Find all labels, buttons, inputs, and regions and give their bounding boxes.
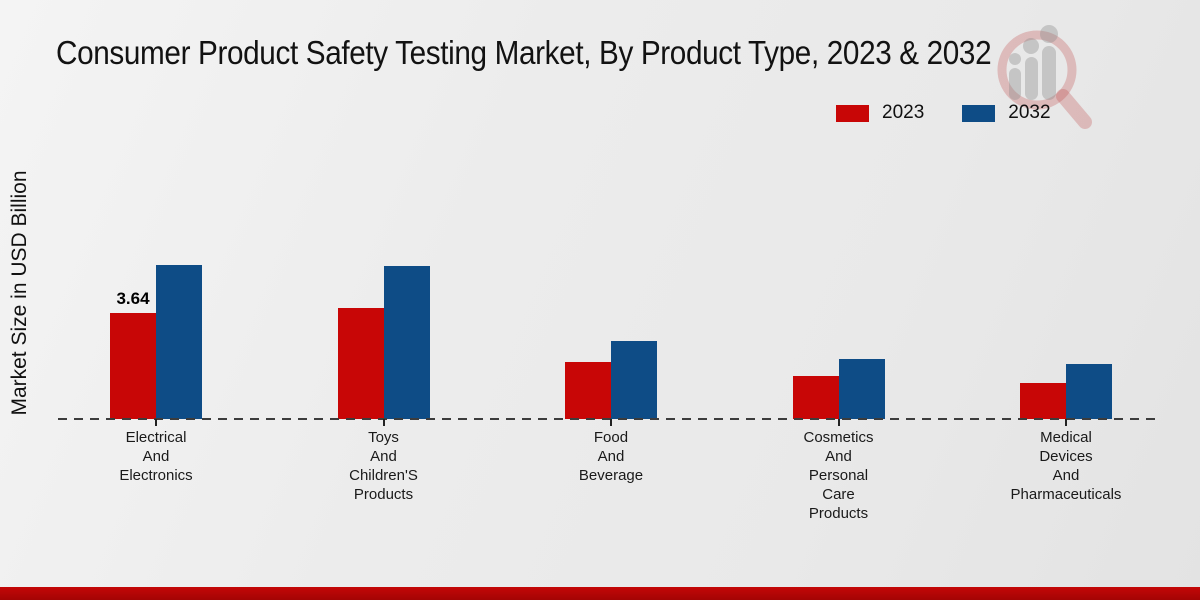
legend-item-2023: 2023	[836, 102, 924, 124]
bar-2032-category-1	[383, 265, 430, 419]
x-axis-category-label: Food And Beverage	[578, 429, 644, 484]
bar-2023-category-2	[565, 362, 611, 419]
bar-2023-category-0	[110, 313, 156, 419]
bar-2023-category-1	[337, 308, 384, 419]
x-axis-tick	[1065, 419, 1067, 426]
x-axis-category-label: Electrical And Electronics	[119, 429, 193, 484]
x-axis-tick	[610, 419, 612, 426]
bar-value-label: 3.64	[116, 289, 150, 308]
bar-2032-category-4	[1066, 363, 1112, 419]
chart-title: Consumer Product Safety Testing Market, …	[56, 34, 992, 71]
bar-2023-category-4	[1020, 382, 1066, 419]
x-axis-category-label: Cosmetics And Personal Care Products	[803, 429, 874, 522]
bar-2023-category-3	[792, 376, 839, 419]
bar-2032-category-3	[838, 359, 885, 419]
legend: 2023 2032	[836, 102, 1051, 124]
legend-item-2032: 2032	[962, 102, 1051, 124]
x-axis-tick	[837, 419, 840, 426]
x-axis-baseline	[58, 418, 1158, 420]
bar-2032-category-0	[156, 264, 202, 419]
y-axis-label: Market Size in USD Billion	[8, 170, 31, 416]
bar-2032-category-2	[611, 340, 657, 419]
x-axis-tick	[155, 419, 157, 426]
x-axis-category-label: Medical Devices And Pharmaceuticals	[1010, 429, 1122, 503]
x-axis-tick	[382, 419, 385, 426]
legend-swatch-2023	[836, 104, 869, 122]
legend-label: 2023	[882, 102, 925, 123]
legend-label: 2032	[1008, 102, 1051, 123]
magnifier-bar-chart-logo-watermark	[997, 25, 1092, 129]
footer-accent-bar	[0, 587, 1200, 600]
legend-swatch-2032	[962, 104, 996, 122]
x-axis-category-label: Toys And Children'S Products	[349, 429, 418, 503]
